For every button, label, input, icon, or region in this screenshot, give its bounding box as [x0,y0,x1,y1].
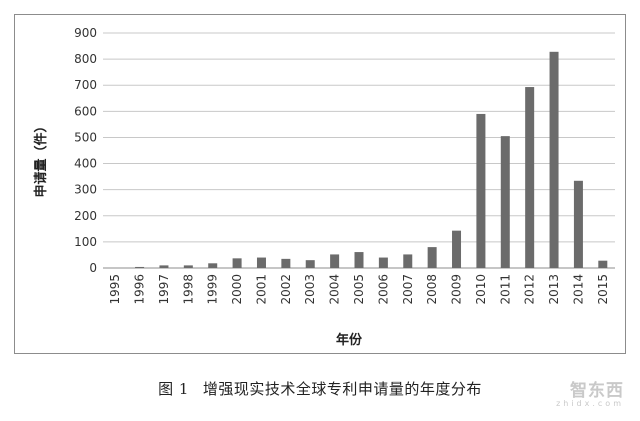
watermark-logo: 智东西 zhidx.com [556,376,624,408]
x-tick-label: 2009 [450,274,464,305]
x-tick-label: 2002 [279,274,293,305]
chart-frame: 0 100 200 300 400 500 600 700 800 900 1995 1996 1997… [14,14,626,354]
x-tick-label: 2000 [230,274,244,305]
x-tick-label: 1995 [108,274,122,305]
y-tick-label: 900 [74,26,97,40]
watermark-sub: zhidx.com [556,399,624,408]
bar-chart: 0 100 200 300 400 500 600 700 800 900 1995 1996 1997… [33,26,615,348]
x-tick-label: 2011 [498,274,512,305]
bar [427,247,437,268]
bar [135,266,145,268]
x-tick-label: 2007 [401,274,415,305]
figure-caption: 图 1 增强现实技术全球专利申请量的年度分布 [0,378,640,399]
caption-text: 增强现实技术全球专利申请量的年度分布 [202,380,482,398]
bar [403,254,413,268]
x-tick-label: 1999 [206,274,220,305]
bar [598,260,608,268]
bar [452,230,462,268]
x-tick-label: 1996 [133,274,147,305]
x-tick-label: 2003 [303,274,317,305]
watermark-main: 智东西 [570,381,624,401]
y-tick-label: 0 [89,261,97,275]
x-tick-label: 2008 [425,274,439,305]
x-tick-label: 2005 [352,274,366,305]
bar [549,51,559,268]
x-tick-label: 2013 [547,274,561,305]
y-tick-label: 500 [74,130,97,144]
x-tick-label: 2006 [376,274,390,305]
bar [354,252,364,268]
bar [208,263,218,268]
x-tick-label: 2015 [596,274,610,305]
y-tick-label: 800 [74,52,97,66]
bar [232,258,242,268]
caption-label: 图 1 [158,380,189,398]
x-tick-label: 2012 [523,274,537,305]
y-tick-label: 600 [74,104,97,118]
bar [305,260,315,268]
x-tick-label: 2001 [254,274,268,305]
y-tick-label: 700 [74,78,97,92]
x-tick-label: 2010 [474,274,488,305]
bar [500,136,510,268]
x-tick-label: 1998 [181,274,195,305]
bar [183,265,193,268]
x-tick-label: 2004 [328,274,342,305]
bar [330,254,340,268]
y-tick-label: 300 [74,183,97,197]
y-tick-label: 400 [74,157,97,171]
y-tick-label: 200 [74,209,97,223]
x-tick-label: 1997 [157,274,171,305]
bar [476,113,486,268]
x-axis-label: 年份 [336,332,363,348]
bar [525,87,535,268]
bar [378,257,388,268]
bar [159,265,169,268]
y-tick-label: 100 [74,235,97,249]
x-tick-label: 2014 [571,274,585,305]
y-axis-label: 申请量（件） [33,119,49,197]
bar [573,180,583,268]
bar [281,258,291,268]
bar [256,257,266,268]
